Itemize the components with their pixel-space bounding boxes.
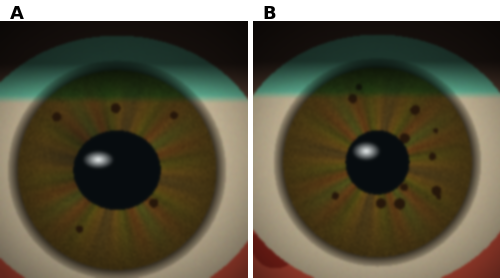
Text: B: B <box>262 4 276 23</box>
Text: A: A <box>10 4 24 23</box>
